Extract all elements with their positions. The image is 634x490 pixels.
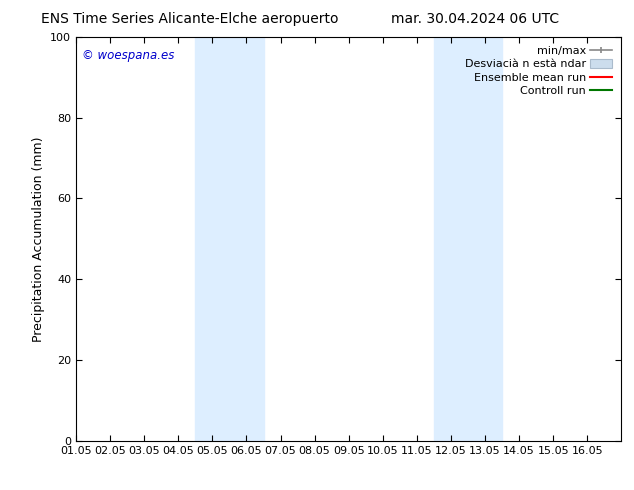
Bar — [195, 37, 264, 441]
Text: mar. 30.04.2024 06 UTC: mar. 30.04.2024 06 UTC — [391, 12, 560, 26]
Bar — [434, 37, 502, 441]
Y-axis label: Precipitation Accumulation (mm): Precipitation Accumulation (mm) — [32, 136, 44, 342]
Legend: min/max, Desviacià n està ndar, Ensemble mean run, Controll run: min/max, Desviacià n està ndar, Ensemble… — [462, 42, 616, 99]
Text: ENS Time Series Alicante-Elche aeropuerto: ENS Time Series Alicante-Elche aeropuert… — [41, 12, 339, 26]
Text: © woespana.es: © woespana.es — [82, 49, 174, 62]
